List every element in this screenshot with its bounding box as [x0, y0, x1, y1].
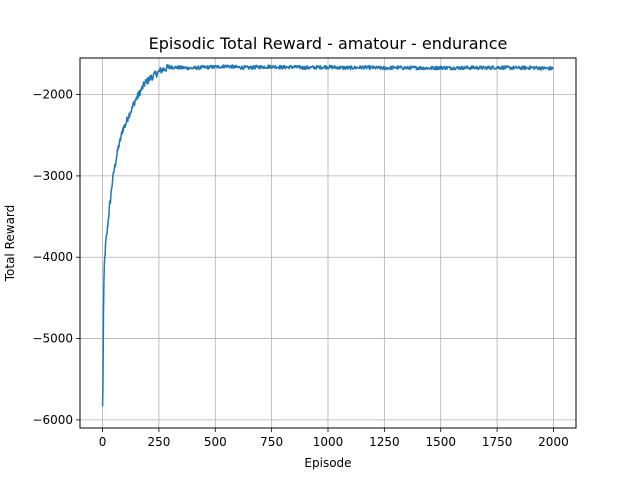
y-tick-label: −3000 [32, 169, 73, 183]
y-tick-label: −5000 [32, 332, 73, 346]
y-tick-label: −6000 [32, 413, 73, 427]
y-tick-label: −2000 [32, 88, 73, 102]
y-axis-label: Total Reward [3, 205, 17, 283]
tick-group: 0 250 500 750 1000 1250 1500 1750 2000 −6000 −5000… [32, 88, 568, 449]
x-tick-label: 1250 [369, 435, 400, 449]
x-tick-label: 1500 [425, 435, 456, 449]
x-tick-label: 500 [204, 435, 227, 449]
grid-lines [80, 58, 576, 428]
x-tick-label: 0 [99, 435, 107, 449]
x-tick-label: 250 [147, 435, 170, 449]
x-tick-label: 2000 [538, 435, 569, 449]
y-tick-label: −4000 [32, 250, 73, 264]
x-tick-label: 1750 [482, 435, 513, 449]
chart-title: Episodic Total Reward - amatour - endura… [149, 34, 508, 53]
x-tick-label: 1000 [313, 435, 344, 449]
x-tick-label: 750 [260, 435, 283, 449]
series-line-group [101, 63, 554, 407]
x-axis-label: Episode [304, 456, 351, 470]
series-line [101, 63, 554, 407]
